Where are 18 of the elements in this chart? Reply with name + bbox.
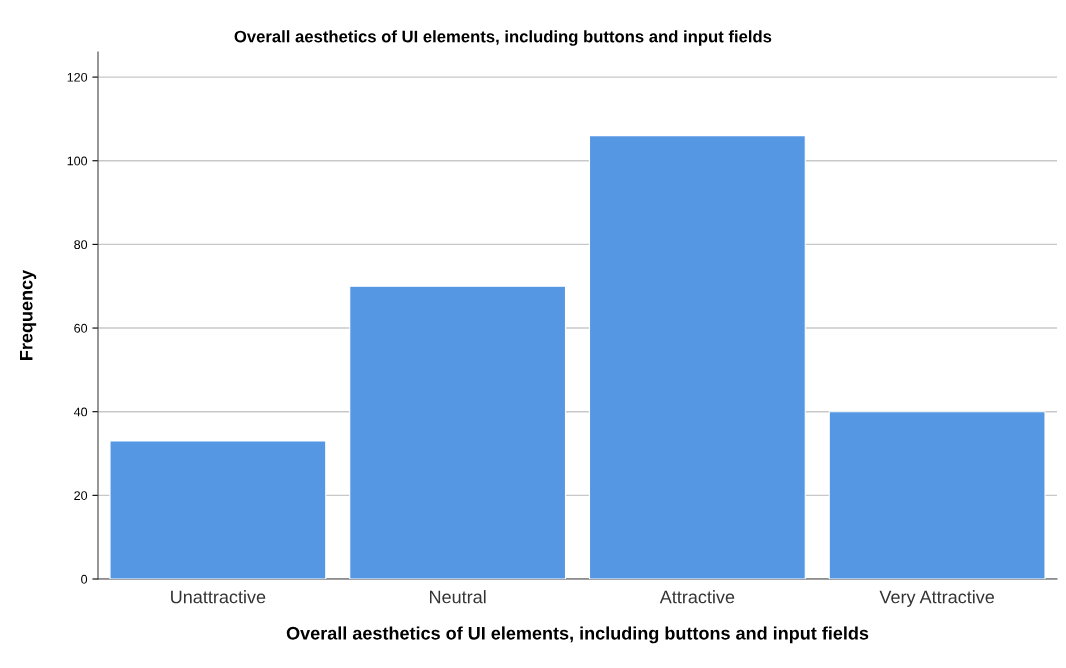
x-tick-label: Neutral xyxy=(430,590,486,604)
bar xyxy=(588,135,806,579)
y-tick-label: 120 xyxy=(67,72,88,82)
x-axis-title: Overall aesthetics of UI elements, including buttons and input fields xyxy=(286,626,869,644)
y-tick-label: 100 xyxy=(67,156,88,166)
y-tick-label: 0 xyxy=(81,574,88,584)
bar xyxy=(349,285,567,579)
bar xyxy=(828,411,1046,579)
y-tick-label: 60 xyxy=(74,323,88,333)
y-tick-label: 20 xyxy=(74,491,88,500)
y-tick-label: 80 xyxy=(74,240,88,250)
x-tick-label: Unattractive xyxy=(171,590,266,604)
chart-title: Overall aesthetics of UI elements, including buttons and input fields xyxy=(234,30,772,46)
bar xyxy=(109,440,327,579)
x-tick-label: Very Attractive xyxy=(879,590,995,607)
y-axis-title: Frequency xyxy=(20,269,37,360)
y-tick-label: 40 xyxy=(73,407,88,417)
x-tick-label: Attractive xyxy=(659,590,735,604)
